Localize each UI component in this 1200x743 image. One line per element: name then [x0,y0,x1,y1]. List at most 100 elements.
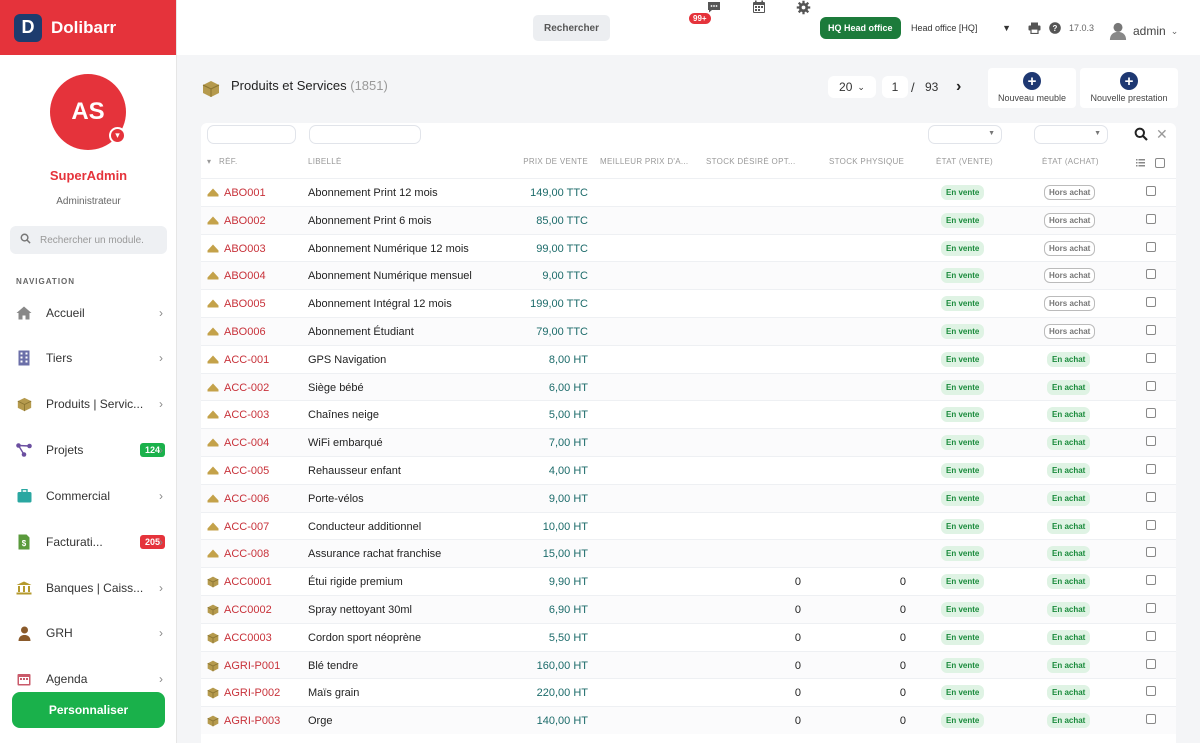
row-checkbox[interactable] [1146,575,1156,586]
sidebar-item-1[interactable]: Tiers › [0,343,176,373]
select-all-checkbox[interactable] [1155,158,1165,168]
sell-status-badge: En vente [941,602,985,617]
brand-bar[interactable]: D Dolibarr [0,0,176,55]
product-ref-link[interactable]: ABO005 [224,298,266,311]
search-icon[interactable] [1134,127,1148,144]
row-checkbox[interactable] [1146,325,1156,335]
product-ref-link[interactable]: ACC0003 [224,631,272,644]
row-checkbox[interactable] [1146,269,1156,280]
calendar-icon[interactable] [752,0,766,17]
product-ref-link[interactable]: ABO003 [224,242,266,255]
product-ref-link[interactable]: ACC-003 [224,409,270,422]
header-ref[interactable]: RÉF. [219,157,238,166]
help-icon[interactable]: ? [1049,22,1061,37]
new-furniture-button[interactable]: + Nouveau meuble [988,68,1076,108]
row-checkbox[interactable] [1146,464,1156,474]
product-ref-link[interactable]: ACC-001 [224,353,270,366]
buy-status-badge: En achat [1047,602,1091,617]
header-label[interactable]: LIBELLÉ [308,157,342,166]
column-list-icon[interactable] [1136,158,1145,169]
product-ref-link[interactable]: ACC-005 [224,465,270,477]
sidebar-item-0[interactable]: Accueil › [0,298,176,328]
sidebar-item-7[interactable]: GRH › [0,618,176,648]
sidebar-item-8[interactable]: Agenda › [0,664,176,694]
sort-desc-icon[interactable]: ▾ [207,157,212,166]
product-ref-link[interactable]: ABO002 [224,214,266,227]
header-state-buy[interactable]: ÉTAT (ACHAT) [1042,157,1099,166]
row-checkbox[interactable] [1146,241,1156,252]
row-checkbox[interactable] [1146,603,1156,613]
sell-state-filter-select[interactable]: ▼ [928,125,1002,144]
product-ref-link[interactable]: ABO004 [224,270,266,283]
sidebar-item-5[interactable]: $ Facturati... 205 › [0,527,176,557]
label-filter-input[interactable] [309,125,421,144]
product-ref-link[interactable]: ABO006 [224,326,266,338]
user-menu[interactable]: admin ⌄ [1109,22,1178,40]
row-checkbox[interactable] [1146,519,1156,530]
product-ref-link[interactable]: ACC-008 [224,548,270,561]
product-ref-link[interactable]: ACC0002 [224,604,272,616]
product-ref-link[interactable]: ACC-004 [224,437,270,450]
avatar[interactable]: AS [50,74,126,150]
row-checkbox[interactable] [1146,630,1156,641]
header-state-sell[interactable]: ÉTAT (VENTE) [936,157,993,166]
customize-button[interactable]: Personnaliser [12,692,165,728]
product-ref-link[interactable]: ABO001 [224,187,266,199]
page-size-select[interactable]: 20 ⌄ [828,76,876,98]
messages-badge[interactable]: 99+ [689,13,711,24]
product-ref-link[interactable]: ACC-002 [224,381,270,394]
row-checkbox[interactable] [1146,658,1156,669]
product-label: Abonnement Intégral 12 mois [308,298,452,311]
header-stock-physical[interactable]: STOCK PHYSIQUE [829,157,905,166]
sell-status-badge: En vente [941,268,985,284]
chevron-down-icon: ▼ [1002,23,1011,33]
chat-icon[interactable] [707,1,721,16]
user-name[interactable]: SuperAdmin [49,168,128,183]
row-checkbox[interactable] [1146,408,1156,419]
print-icon[interactable] [1028,22,1041,37]
header-stock-desired[interactable]: STOCK DÉSIRÉ OPT... [706,157,796,166]
row-checkbox[interactable] [1146,491,1156,502]
product-ref-link[interactable]: ACC-006 [224,492,270,505]
product-ref-link[interactable]: AGRI-P001 [224,659,281,672]
sell-status-badge: En vente [941,518,985,534]
row-checkbox[interactable] [1146,686,1156,697]
product-label: Abonnement Print 6 mois [308,214,432,227]
row-checkbox[interactable] [1146,186,1156,196]
buy-state-filter-select[interactable]: ▼ [1034,125,1108,144]
search-button[interactable]: Rechercher [533,15,610,41]
new-service-button[interactable]: + Nouvelle prestation [1080,68,1178,108]
sidebar-item-3[interactable]: Projets 124 › [0,435,176,465]
header-best-price[interactable]: MEILLEUR PRIX D'A... [600,157,689,166]
product-ref-link[interactable]: ACC0001 [224,576,272,589]
row-checkbox[interactable] [1146,436,1156,447]
ref-filter-input[interactable] [207,125,296,144]
row-checkbox[interactable] [1146,297,1156,308]
buy-status-badge: En achat [1047,435,1091,451]
gear-icon[interactable] [796,0,811,18]
row-checkbox[interactable] [1146,380,1156,391]
entity-badge[interactable]: HQ Head office [820,17,901,39]
chevron-down-icon[interactable]: ▾ [109,127,126,144]
row-checkbox[interactable] [1146,547,1156,558]
row-checkbox[interactable] [1146,352,1156,363]
row-checkbox[interactable] [1146,714,1156,725]
product-ref-link[interactable]: ACC-007 [224,520,270,533]
sidebar-item-2[interactable]: Produits | Servic... › [0,389,176,419]
product-price: 4,00 HT [548,465,588,477]
header-price[interactable]: PRIX DE VENTE [523,157,588,166]
page-number-input[interactable]: 1 [882,76,908,98]
page-total[interactable]: 93 [925,80,939,94]
next-page-icon[interactable]: › [956,78,962,95]
chevron-right-icon: › [159,535,163,549]
module-search-input[interactable]: Rechercher un module. [10,226,167,254]
sidebar-item-6[interactable]: Banques | Caiss... › [0,573,176,603]
entity-select[interactable]: Head office [HQ] ▼ [905,17,1015,39]
product-ref-link[interactable]: AGRI-P003 [224,715,281,728]
sidebar-item-4[interactable]: Commercial › [0,481,176,511]
close-icon[interactable]: ✕ [1156,126,1168,142]
row-checkbox[interactable] [1146,213,1156,224]
product-ref-link[interactable]: AGRI-P002 [224,687,281,700]
user-avatar-wrap[interactable]: AS ▾ [50,74,126,150]
table-row: ABO002 Abonnement Print 6 mois 85,00 TTC En… [201,205,1176,234]
